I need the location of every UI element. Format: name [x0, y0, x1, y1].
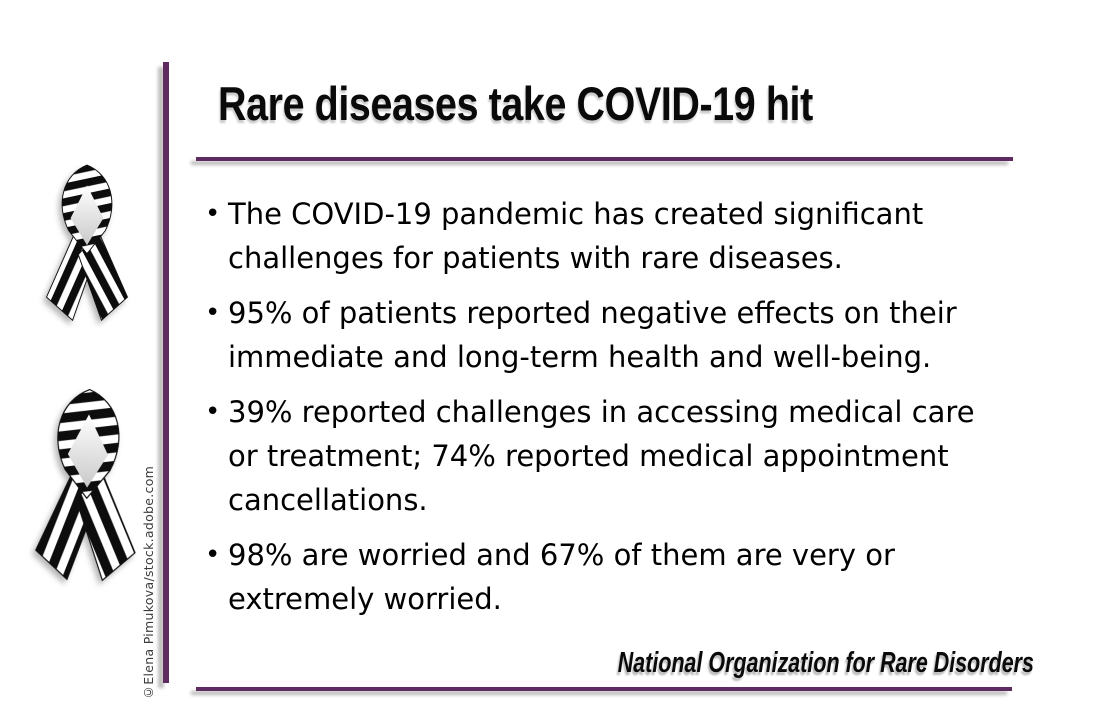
bullet-list: • The COVID-19 pandemic has created sign… — [205, 192, 1075, 632]
bullet-marker: • — [205, 298, 221, 328]
page-title: Rare diseases take COVID-19 hit — [218, 77, 813, 130]
bullet-line: 98% are worried and 67% of them are very… — [228, 538, 895, 572]
bullet-line: 95% of patients reported negative effect… — [228, 296, 957, 330]
photo-credit: ©Elena Pimukova/stock.adobe.com — [141, 465, 156, 700]
bullet-line: The COVID-19 pandemic has created signif… — [228, 197, 924, 231]
bullet-line: immediate and long-term health and well-… — [228, 340, 932, 374]
footer-org-name: National Organization for Rare Disorders — [617, 647, 1034, 679]
zebra-ribbon-top-icon — [45, 164, 129, 322]
footer-underline — [196, 687, 1012, 691]
bullet-line: 39% reported challenges in accessing med… — [228, 395, 975, 429]
bullet-line: challenges for patients with rare diseas… — [228, 241, 843, 275]
bullet-line: or treatment; 74% reported medical appoi… — [228, 439, 949, 473]
bullet-item: • 98% are worried and 67% of them are ve… — [205, 533, 1075, 621]
bullet-item: • The COVID-19 pandemic has created sign… — [205, 192, 1075, 280]
bullet-item: • 95% of patients reported negative effe… — [205, 291, 1075, 379]
title-underline — [196, 157, 1013, 161]
zebra-ribbon-bottom-icon — [35, 388, 136, 582]
bullet-line: cancellations. — [228, 483, 428, 517]
bullet-marker: • — [205, 540, 221, 570]
bullet-marker: • — [205, 397, 221, 427]
vertical-divider — [163, 62, 169, 683]
bullet-item: • 39% reported challenges in accessing m… — [205, 390, 1075, 522]
bullet-marker: • — [205, 199, 221, 229]
bullet-line: extremely worried. — [228, 582, 502, 616]
